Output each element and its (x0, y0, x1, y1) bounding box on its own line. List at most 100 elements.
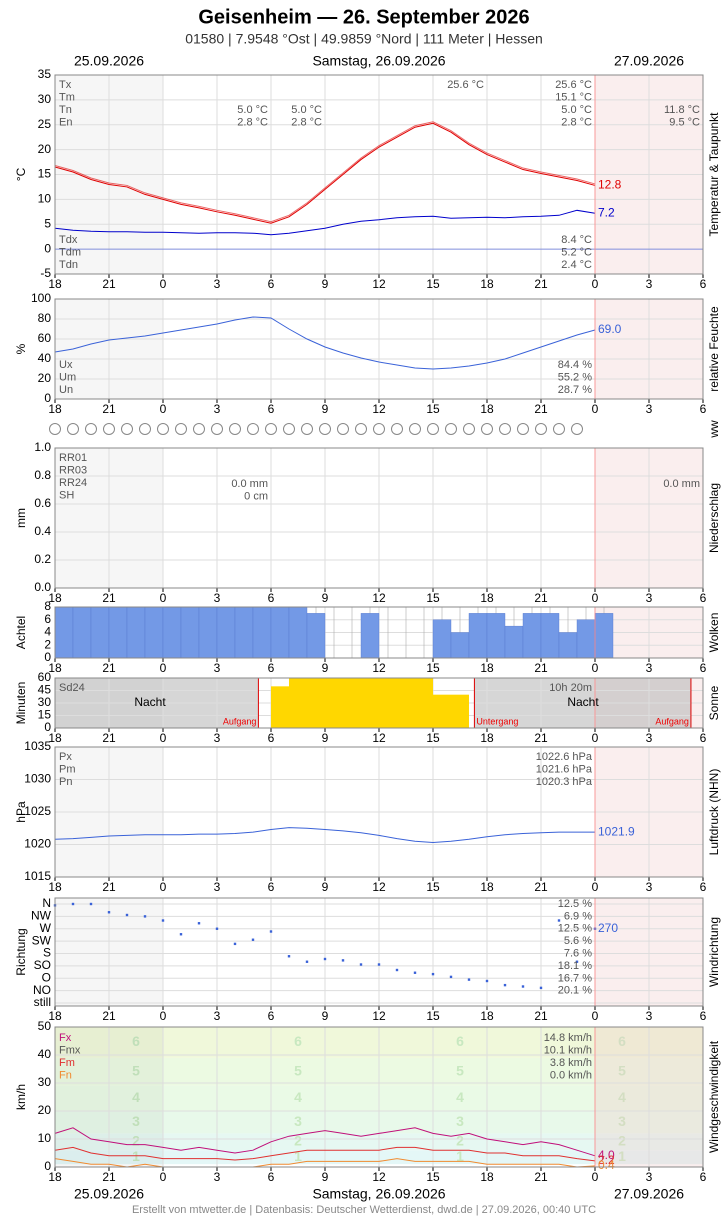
y-tick-label: 1035 (24, 739, 51, 753)
annotation: 1021.6 hPa (536, 764, 593, 776)
line (54, 316, 596, 370)
bar (72, 606, 92, 659)
annotation: 25.6 °C (555, 79, 592, 91)
x-tick-label: 15 (426, 591, 440, 605)
annotation: 12.5 % (558, 923, 592, 935)
x-tick-label: 0 (592, 1170, 599, 1184)
x-tick-label: 15 (426, 1009, 440, 1023)
y-tick-label: 4 (44, 625, 51, 639)
y-tick-label: N (42, 896, 51, 910)
annotation: Tdx (59, 234, 78, 246)
x-tick-label: 15 (426, 880, 440, 894)
x-tick-label: 21 (102, 661, 116, 675)
ww-symbol (85, 423, 97, 435)
y-tick-label: 100 (31, 291, 51, 305)
x-tick-label: 18 (48, 277, 62, 291)
ww-symbol (193, 423, 205, 435)
x-tick-label: 18 (480, 277, 494, 291)
y-tick-label: 40 (38, 1047, 52, 1061)
x-tick-label: 12 (372, 731, 386, 745)
y-tick-label: 50 (38, 1019, 52, 1033)
beaufort-label: 3 (294, 1113, 302, 1129)
annotation: Fn (59, 1070, 72, 1082)
x-tick-label: 12 (372, 402, 386, 416)
y-tick-label: 15 (38, 167, 52, 181)
x-tick-label: 3 (646, 591, 653, 605)
ww-symbol (211, 423, 223, 435)
ww-symbol (445, 423, 457, 435)
panel-title: Luftdruck (NHN) (707, 769, 721, 856)
y-axis-label: Richtung (14, 928, 28, 975)
panel-title: relative Feuchte (707, 306, 721, 392)
ww-symbol (535, 423, 547, 435)
bar (306, 613, 326, 659)
y-tick-label: 0 (44, 1159, 51, 1173)
beaufort-label: 4 (294, 1089, 302, 1105)
y-tick-label: 60 (38, 670, 52, 684)
y-tick-label: 1020 (24, 837, 51, 851)
x-tick-label: 6 (268, 1170, 275, 1184)
y-tick-label: 0.4 (34, 524, 51, 538)
annotation: 10h 20m (549, 682, 592, 694)
y-tick-label: 20 (38, 142, 52, 156)
point (521, 985, 525, 988)
annotation: 14.8 km/h (544, 1032, 592, 1044)
y-tick-label: 30 (38, 695, 52, 709)
date-right: 27.09.2026 (614, 1186, 684, 1202)
x-tick-label: 18 (480, 591, 494, 605)
x-tick-label: 6 (700, 1170, 707, 1184)
y-tick-label: 1025 (24, 804, 51, 818)
beaufort-label: 4 (456, 1089, 464, 1105)
y-tick-label: 0 (44, 720, 51, 734)
beaufort-label: 5 (132, 1063, 140, 1079)
line (54, 122, 596, 224)
x-tick-label: 21 (102, 591, 116, 605)
beaufort-label: 2 (456, 1133, 464, 1149)
x-tick-label: 18 (480, 1009, 494, 1023)
point (179, 933, 183, 936)
x-tick-label: 21 (534, 277, 548, 291)
x-tick-label: 3 (646, 277, 653, 291)
end-label: 0.4 (598, 1158, 615, 1172)
bar (486, 613, 506, 659)
ww-symbol (571, 423, 583, 435)
beaufort-label: 4 (132, 1089, 140, 1105)
point (215, 927, 219, 930)
annotation: Ux (59, 359, 73, 371)
beaufort-label: 1 (456, 1148, 464, 1164)
ww-symbol (49, 423, 61, 435)
date-center: Samstag, 26.09.2026 (312, 53, 445, 69)
annotation: Tx (59, 79, 72, 91)
x-tick-label: 15 (426, 1170, 440, 1184)
x-tick-label: 15 (426, 277, 440, 291)
title: Geisenheim — 26. September 2026 (198, 6, 529, 28)
x-tick-label: 3 (646, 731, 653, 745)
annotation: 5.2 °C (561, 247, 592, 259)
panel-title: Windgeschwindigkeit (707, 1040, 721, 1153)
ww-symbol (463, 423, 475, 435)
x-tick-label: 3 (214, 277, 221, 291)
x-tick-label: 21 (102, 880, 116, 894)
x-tick-label: 0 (592, 402, 599, 416)
x-tick-label: 0 (160, 402, 167, 416)
x-tick-label: 3 (646, 1009, 653, 1023)
beaufort-label: 2 (294, 1133, 302, 1149)
panel-title: ww (707, 420, 721, 439)
annotation: En (59, 117, 72, 129)
y-axis-label: Achtel (14, 616, 28, 649)
annotation: 2.8 °C (237, 117, 268, 129)
annotation: RR24 (59, 477, 87, 489)
x-tick-label: 0 (160, 1170, 167, 1184)
y-axis-label: Minuten (14, 682, 28, 725)
point (89, 902, 93, 906)
y-tick-label: 0.8 (34, 468, 51, 482)
footer: Erstellt von mtwetter.de | Datenbasis: D… (132, 1204, 596, 1216)
y-tick-label: SW (32, 933, 52, 947)
point (539, 986, 543, 990)
beaufort-label: 3 (618, 1113, 626, 1129)
y-tick-label: still (34, 995, 51, 1009)
x-tick-label: 0 (160, 661, 167, 675)
bar (433, 694, 451, 728)
beaufort-label: 1 (618, 1148, 626, 1164)
